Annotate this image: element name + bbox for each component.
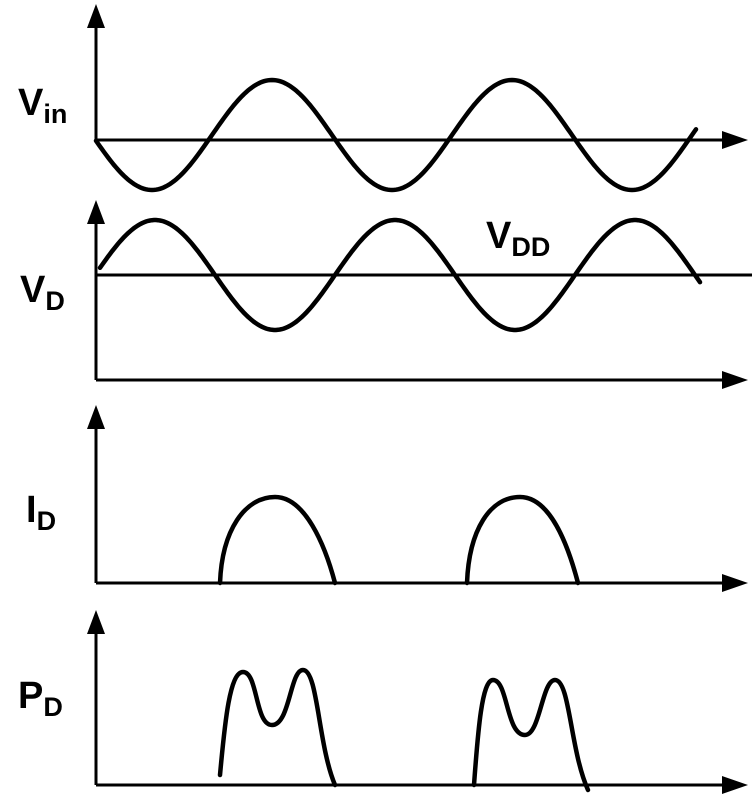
pd-pulse: [471, 677, 591, 793]
arrow-head: [87, 200, 105, 224]
label-main: V: [20, 269, 46, 311]
arrow-head: [722, 131, 748, 149]
arrow-head: [87, 4, 105, 28]
arrow-head: [87, 405, 105, 429]
label-main: V: [18, 82, 44, 124]
label-sub: DD: [511, 232, 550, 262]
label-main: V: [486, 215, 512, 257]
vd-waveform: [97, 217, 703, 333]
id-pulse: [464, 494, 581, 586]
arrow-head: [722, 371, 748, 389]
pd-pulse: [217, 667, 338, 788]
vd-label: VD: [20, 269, 65, 316]
arrow-head: [722, 776, 748, 794]
label-sub: D: [37, 506, 57, 536]
id-label: ID: [26, 489, 56, 536]
label-main: P: [18, 675, 43, 717]
label-main: I: [26, 489, 37, 531]
vin-waveform: [93, 77, 699, 193]
vin-label: Vin: [18, 82, 67, 129]
label-sub: D: [45, 286, 65, 316]
arrow-head: [87, 610, 105, 634]
arrow-head: [722, 574, 748, 592]
id-pulse: [217, 494, 338, 586]
label-sub: in: [43, 99, 67, 129]
vdd-label: VDD: [486, 215, 550, 262]
pd-label: PD: [18, 675, 63, 722]
label-sub: D: [43, 692, 63, 722]
